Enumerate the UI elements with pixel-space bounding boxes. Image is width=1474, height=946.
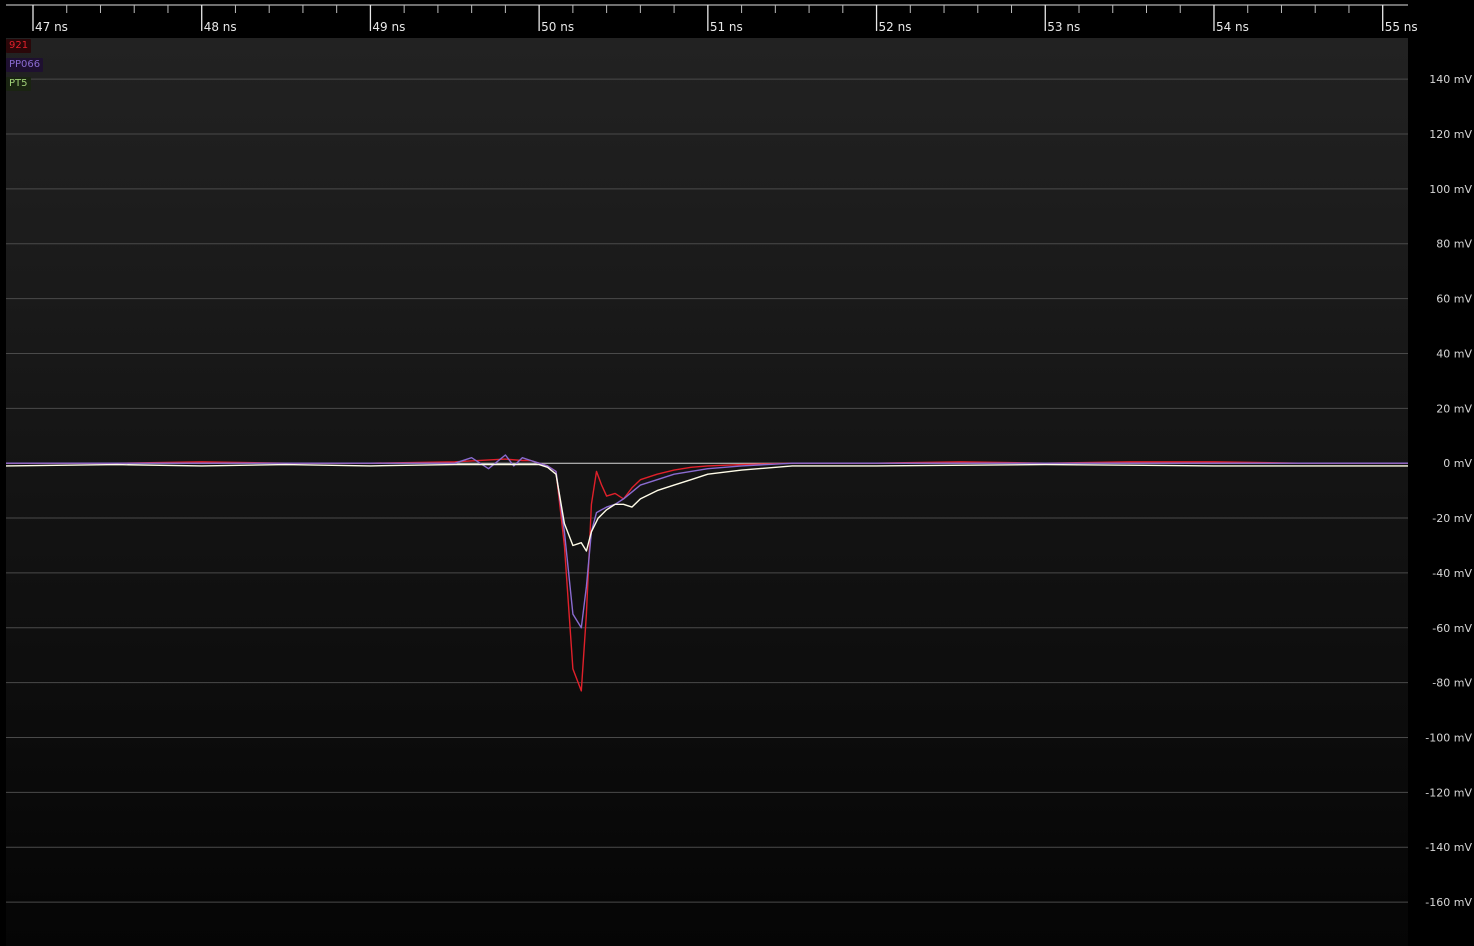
y-tick-label: -140 mV [1425,841,1472,854]
y-tick-label: -120 mV [1425,786,1472,799]
x-tick-label: 50 ns [541,20,574,34]
x-tick-label: 52 ns [879,20,912,34]
y-tick-label: 0 mV [1443,457,1472,470]
y-tick-label: 140 mV [1429,73,1472,86]
x-tick-label: 53 ns [1047,20,1080,34]
y-tick-label: 100 mV [1429,183,1472,196]
y-tick-label: 120 mV [1429,128,1472,141]
y-tick-label: -80 mV [1432,677,1472,690]
y-tick-label: -160 mV [1425,896,1472,909]
x-tick-label: 54 ns [1216,20,1249,34]
voltage-axis: 140 mV 120 mV 100 mV 80 mV 60 mV 40 mV 20 mV 0 … [1425,73,1472,909]
y-tick-label: -100 mV [1425,732,1472,745]
y-tick-label: 40 mV [1436,347,1472,360]
legend-pt5[interactable]: PT5 [6,77,31,91]
time-ruler[interactable]: 47 ns 48 ns 49 ns 50 ns 51 ns 52 ns 53 ns 54 ns… [6,4,1418,34]
x-tick-label: 49 ns [372,20,405,34]
plot-area [6,38,1408,946]
x-tick-label: 47 ns [35,20,68,34]
y-tick-label: -40 mV [1432,567,1472,580]
legend-pp066[interactable]: PP066 [6,58,44,72]
x-tick-label: 51 ns [710,20,743,34]
y-tick-label: 60 mV [1436,293,1472,306]
x-tick-label: 48 ns [204,20,237,34]
y-tick-label: -60 mV [1432,622,1472,635]
x-tick-label: 55 ns [1385,20,1418,34]
traces [6,454,1408,692]
trace-pp066 [6,454,1408,629]
y-tick-label: 20 mV [1436,402,1472,415]
y-tick-label: -20 mV [1432,512,1472,525]
trace-pt5 [6,463,1408,552]
y-tick-label: 80 mV [1436,238,1472,251]
legend-921[interactable]: 921 [6,39,32,53]
